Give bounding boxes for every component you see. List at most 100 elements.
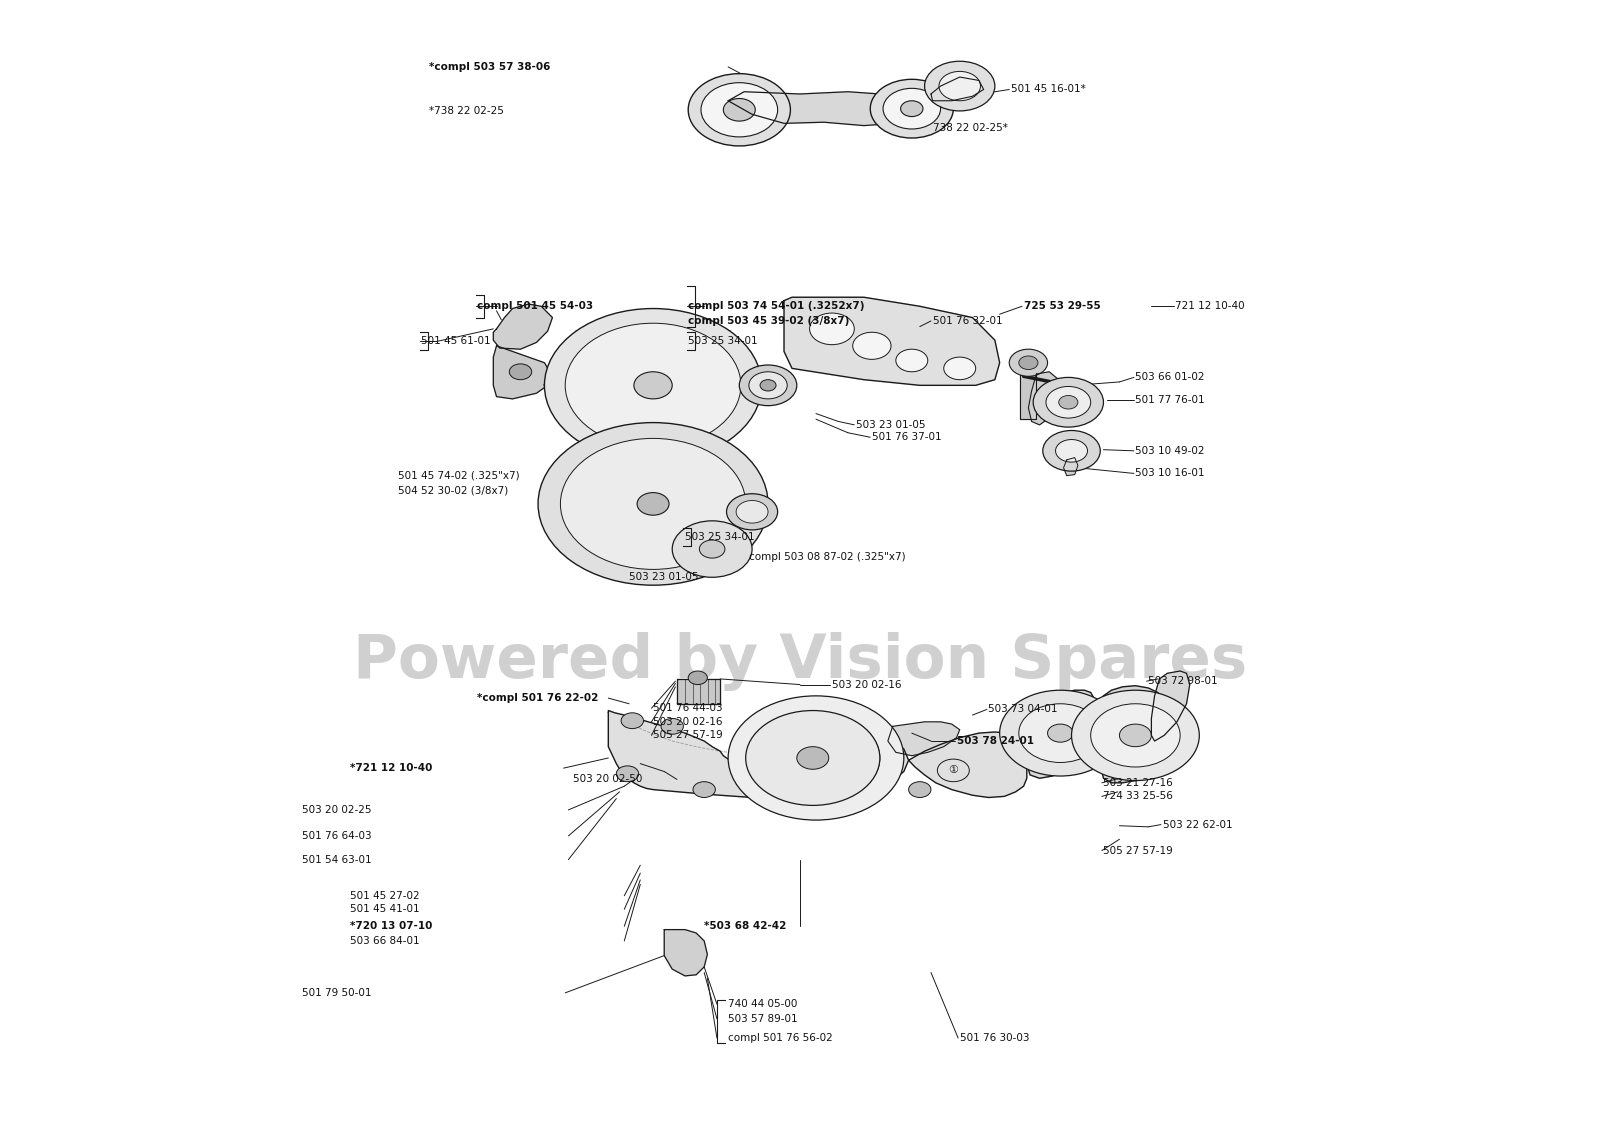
Text: 501 77 76-01: 501 77 76-01 <box>1136 395 1205 405</box>
Circle shape <box>797 747 829 770</box>
Text: 503 20 02-25: 503 20 02-25 <box>302 805 371 815</box>
Text: 501 45 27-02: 501 45 27-02 <box>349 891 419 901</box>
Text: compl 501 45 54-03: compl 501 45 54-03 <box>477 301 594 311</box>
Circle shape <box>1034 377 1104 427</box>
Circle shape <box>565 324 741 447</box>
Circle shape <box>538 422 768 585</box>
Text: 721 12 10-40: 721 12 10-40 <box>1176 301 1245 311</box>
Text: 503 10 16-01: 503 10 16-01 <box>1136 469 1205 479</box>
Text: 740 44 05-00: 740 44 05-00 <box>728 1000 797 1009</box>
Text: 501 45 16-01*: 501 45 16-01* <box>1011 85 1085 94</box>
Text: 503 23 01-05: 503 23 01-05 <box>629 573 699 582</box>
Circle shape <box>1043 430 1101 471</box>
Circle shape <box>621 713 643 729</box>
Text: 501 76 30-03: 501 76 30-03 <box>960 1034 1029 1043</box>
Circle shape <box>616 766 638 782</box>
Circle shape <box>693 782 715 797</box>
Circle shape <box>701 83 778 137</box>
Circle shape <box>1019 704 1102 763</box>
Circle shape <box>688 74 790 146</box>
Circle shape <box>699 540 725 558</box>
Polygon shape <box>888 722 960 756</box>
Text: 505 27 57-19: 505 27 57-19 <box>653 730 723 740</box>
Polygon shape <box>1064 457 1078 475</box>
Polygon shape <box>1152 671 1190 741</box>
Circle shape <box>810 314 854 344</box>
Circle shape <box>901 101 923 117</box>
Text: 503 66 01-02: 503 66 01-02 <box>1136 372 1205 383</box>
Text: 738 22 02-25*: 738 22 02-25* <box>933 123 1008 132</box>
Circle shape <box>1048 724 1074 743</box>
Text: 724 33 25-56: 724 33 25-56 <box>1104 791 1173 801</box>
Circle shape <box>1059 395 1078 409</box>
Text: compl 503 45 39-02 (3/8x7): compl 503 45 39-02 (3/8x7) <box>688 316 850 326</box>
Text: 501 79 50-01: 501 79 50-01 <box>302 988 371 997</box>
Text: 725 53 29-55: 725 53 29-55 <box>1024 301 1101 311</box>
Text: 503 78 24-01: 503 78 24-01 <box>957 736 1034 746</box>
Polygon shape <box>608 711 909 798</box>
Circle shape <box>870 79 954 138</box>
Circle shape <box>672 521 752 577</box>
Circle shape <box>752 713 880 803</box>
Text: 503 25 34-01: 503 25 34-01 <box>685 532 755 541</box>
Circle shape <box>1019 355 1038 369</box>
Text: 501 54 63-01: 501 54 63-01 <box>302 855 371 865</box>
Text: *503 68 42-42: *503 68 42-42 <box>704 921 787 932</box>
Polygon shape <box>1027 691 1094 779</box>
Circle shape <box>544 309 762 462</box>
Circle shape <box>853 333 891 359</box>
Polygon shape <box>1021 362 1037 419</box>
Polygon shape <box>1029 371 1062 424</box>
Circle shape <box>726 494 778 530</box>
Circle shape <box>896 349 928 371</box>
Text: 501 76 44-03: 501 76 44-03 <box>653 703 723 713</box>
Text: compl 503 74 54-01 (.3252x7): compl 503 74 54-01 (.3252x7) <box>688 301 864 311</box>
Text: *720 13 07-10: *720 13 07-10 <box>349 921 432 932</box>
Text: 503 57 89-01: 503 57 89-01 <box>728 1014 798 1023</box>
Circle shape <box>925 61 995 111</box>
Text: 503 20 02-16: 503 20 02-16 <box>832 679 901 689</box>
Text: Powered by Vision Spares: Powered by Vision Spares <box>354 633 1246 692</box>
Circle shape <box>1091 704 1181 767</box>
Circle shape <box>739 365 797 405</box>
Text: 503 72 98-01: 503 72 98-01 <box>1149 676 1218 686</box>
Text: 501 76 64-03: 501 76 64-03 <box>302 831 371 841</box>
Text: 503 22 62-01: 503 22 62-01 <box>1163 820 1232 830</box>
Circle shape <box>1056 439 1088 462</box>
Circle shape <box>1072 691 1200 781</box>
Text: compl 503 08 87-02 (.325"x7): compl 503 08 87-02 (.325"x7) <box>749 552 906 561</box>
Circle shape <box>1120 724 1152 747</box>
Circle shape <box>1010 349 1048 376</box>
Text: *compl 503 57 38-06: *compl 503 57 38-06 <box>429 62 550 72</box>
Text: 504 52 30-02 (3/8x7): 504 52 30-02 (3/8x7) <box>397 486 507 496</box>
Circle shape <box>760 379 776 391</box>
Text: *compl 501 76 22-02: *compl 501 76 22-02 <box>477 693 598 703</box>
Circle shape <box>792 741 840 775</box>
Text: 503 10 49-02: 503 10 49-02 <box>1136 446 1205 456</box>
Circle shape <box>883 88 941 129</box>
Circle shape <box>909 782 931 797</box>
Text: 501 45 61-01: 501 45 61-01 <box>421 336 491 346</box>
Text: 503 20 02-16: 503 20 02-16 <box>653 717 723 727</box>
Text: 503 73 04-01: 503 73 04-01 <box>989 704 1058 714</box>
Circle shape <box>661 719 683 735</box>
Circle shape <box>1046 386 1091 418</box>
Polygon shape <box>664 929 707 976</box>
Circle shape <box>1000 691 1122 777</box>
Text: *738 22 02-25: *738 22 02-25 <box>429 106 504 115</box>
Circle shape <box>560 438 746 569</box>
Circle shape <box>688 671 707 685</box>
Text: 503 25 34-01: 503 25 34-01 <box>688 336 758 346</box>
Circle shape <box>944 357 976 379</box>
Text: 503 23 01-05: 503 23 01-05 <box>856 420 925 430</box>
Text: *721 12 10-40: *721 12 10-40 <box>349 763 432 773</box>
Text: ①: ① <box>949 765 958 775</box>
Circle shape <box>723 98 755 121</box>
Polygon shape <box>1101 686 1168 783</box>
Circle shape <box>749 371 787 398</box>
Text: 501 45 41-01: 501 45 41-01 <box>349 904 419 915</box>
Circle shape <box>736 500 768 523</box>
Polygon shape <box>493 345 552 398</box>
Circle shape <box>634 371 672 398</box>
Circle shape <box>637 492 669 515</box>
